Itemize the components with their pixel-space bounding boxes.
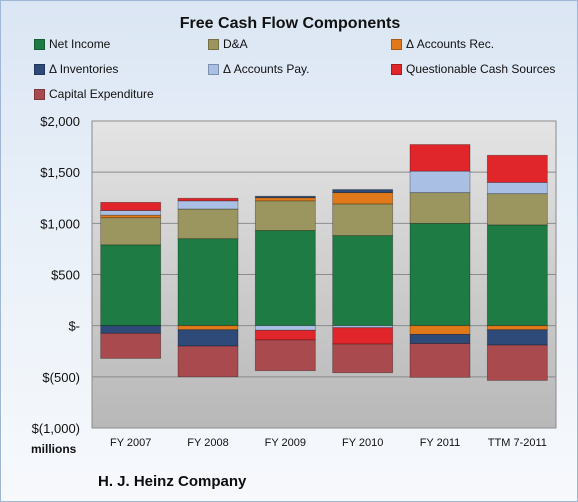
legend-label: Δ Accounts Rec. [406,37,495,51]
legend-label: Δ Inventories [49,62,119,76]
company-name: H. J. Heinz Company [98,473,247,490]
x-tick-label: TTM 7-2011 [488,437,547,449]
bar-segment [177,345,239,378]
bar-segment [100,325,162,334]
y-tick-label: $2,000 [40,114,80,129]
legend-item: Questionable Cash Sources [391,62,555,76]
bar-segment [254,339,316,372]
legend-label: Questionable Cash Sources [406,62,556,76]
legend-label: Capital Expenditure [49,87,154,101]
bar-segment [332,343,394,374]
bar-segment [332,203,394,237]
bar-segment [332,327,394,345]
legend-item: Δ Inventories [34,62,118,76]
bar-segment [177,208,239,240]
y-tick-label: $1,500 [40,165,80,180]
bar-segment [332,189,394,194]
bar-segment [254,329,316,341]
y-tick-label: $- [68,319,80,334]
bar-segment [254,200,316,231]
bar-segment [177,197,239,202]
bar-segment [254,230,316,327]
bar-segment [100,217,162,246]
bar-segment [409,325,471,335]
legend-swatch [34,39,45,51]
bar-segment [332,235,394,327]
bar-segment [486,181,548,195]
bar-segment [486,193,548,226]
legend-swatch [208,39,219,51]
bar-segment [486,344,548,381]
bar-segment [409,343,471,378]
legend-swatch [34,64,45,76]
legend-item: Δ Accounts Rec. [391,37,494,51]
bar-segment [100,201,162,211]
bar-segment [486,329,548,346]
x-tick-label: FY 2010 [342,437,383,449]
bar-segment [332,192,394,205]
legend-item: Net Income [34,37,110,51]
bar-segment [332,325,394,329]
legend-swatch [391,64,402,76]
bar-segment [177,325,239,331]
bar-segment [409,192,471,224]
bar-segment [100,244,162,327]
legend-item: Capital Expenditure [34,87,154,101]
bar-segment [486,154,548,183]
bar-segment [177,200,239,210]
chart-title: Free Cash Flow Components [179,15,401,32]
bar-segment [254,195,316,199]
bar-segment [409,333,471,344]
bar-segment [486,224,548,327]
bar-segment [177,329,239,347]
legend-item: Δ Accounts Pay. [208,62,310,76]
y-tick-label: $(1,000) [32,421,80,436]
legend-item: D&A [208,37,248,51]
legend-swatch [34,89,45,101]
x-tick-label: FY 2008 [187,437,228,449]
bar-segment [177,238,239,327]
x-tick-label: FY 2009 [265,437,306,449]
legend-label: Net Income [49,37,111,51]
y-tick-label: $(500) [42,370,80,385]
units-label: millions [31,442,77,456]
legend-swatch [208,64,219,76]
bar-segment [409,170,471,194]
x-tick-label: FY 2007 [110,437,151,449]
bar-segment [409,144,471,172]
legend-label: D&A [223,37,248,51]
bar-segment [100,332,162,359]
bar-segment [100,210,162,216]
bar-segment [254,325,316,331]
bar-segment [409,222,471,327]
bar-segment [254,197,316,202]
legend-swatch [391,39,402,51]
y-tick-label: $1,000 [40,216,80,231]
y-tick-label: $500 [51,268,80,283]
bar-segment [486,325,548,331]
legend-label: Δ Accounts Pay. [223,62,310,76]
x-tick-label: FY 2011 [420,437,461,449]
